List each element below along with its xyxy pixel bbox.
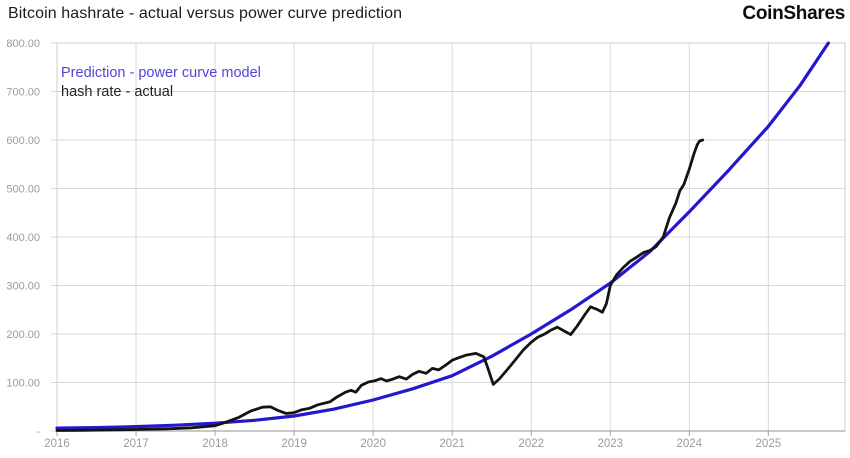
x-tick-label: 2023 (597, 438, 623, 450)
y-tick-label: 100.00 (6, 378, 40, 390)
y-tick-label: 500.00 (6, 184, 40, 196)
y-tick-label: - (36, 426, 40, 438)
series-line-actual (55, 138, 705, 432)
x-tick-label: 2016 (44, 438, 70, 450)
y-tick-label: 200.00 (6, 329, 40, 341)
x-tick-label: 2025 (756, 438, 782, 450)
x-tick-label: 2020 (360, 438, 386, 450)
legend-prediction: Prediction - power curve model (61, 65, 261, 81)
x-tick-label: 2024 (677, 438, 703, 450)
y-tick-label: 600.00 (6, 135, 40, 147)
legend-actual: hash rate - actual (61, 84, 174, 100)
x-tick-label: 2019 (281, 438, 307, 450)
chart-legend: Prediction - power curve model hash rate… (61, 64, 261, 102)
series-line-prediction (55, 41, 831, 430)
y-tick-label: 300.00 (6, 281, 40, 293)
page-title: Bitcoin hashrate - actual versus power c… (8, 5, 403, 22)
x-tick-label: 2022 (518, 438, 544, 450)
x-tick-label: 2017 (123, 438, 149, 450)
coinshares-logo: CoinShares (742, 3, 845, 24)
x-tick-label: 2021 (439, 438, 465, 450)
y-tick-label: 700.00 (6, 87, 40, 99)
x-tick-label: 2018 (202, 438, 228, 450)
y-tick-label: 400.00 (6, 232, 40, 244)
y-tick-label: 800.00 (6, 38, 40, 50)
